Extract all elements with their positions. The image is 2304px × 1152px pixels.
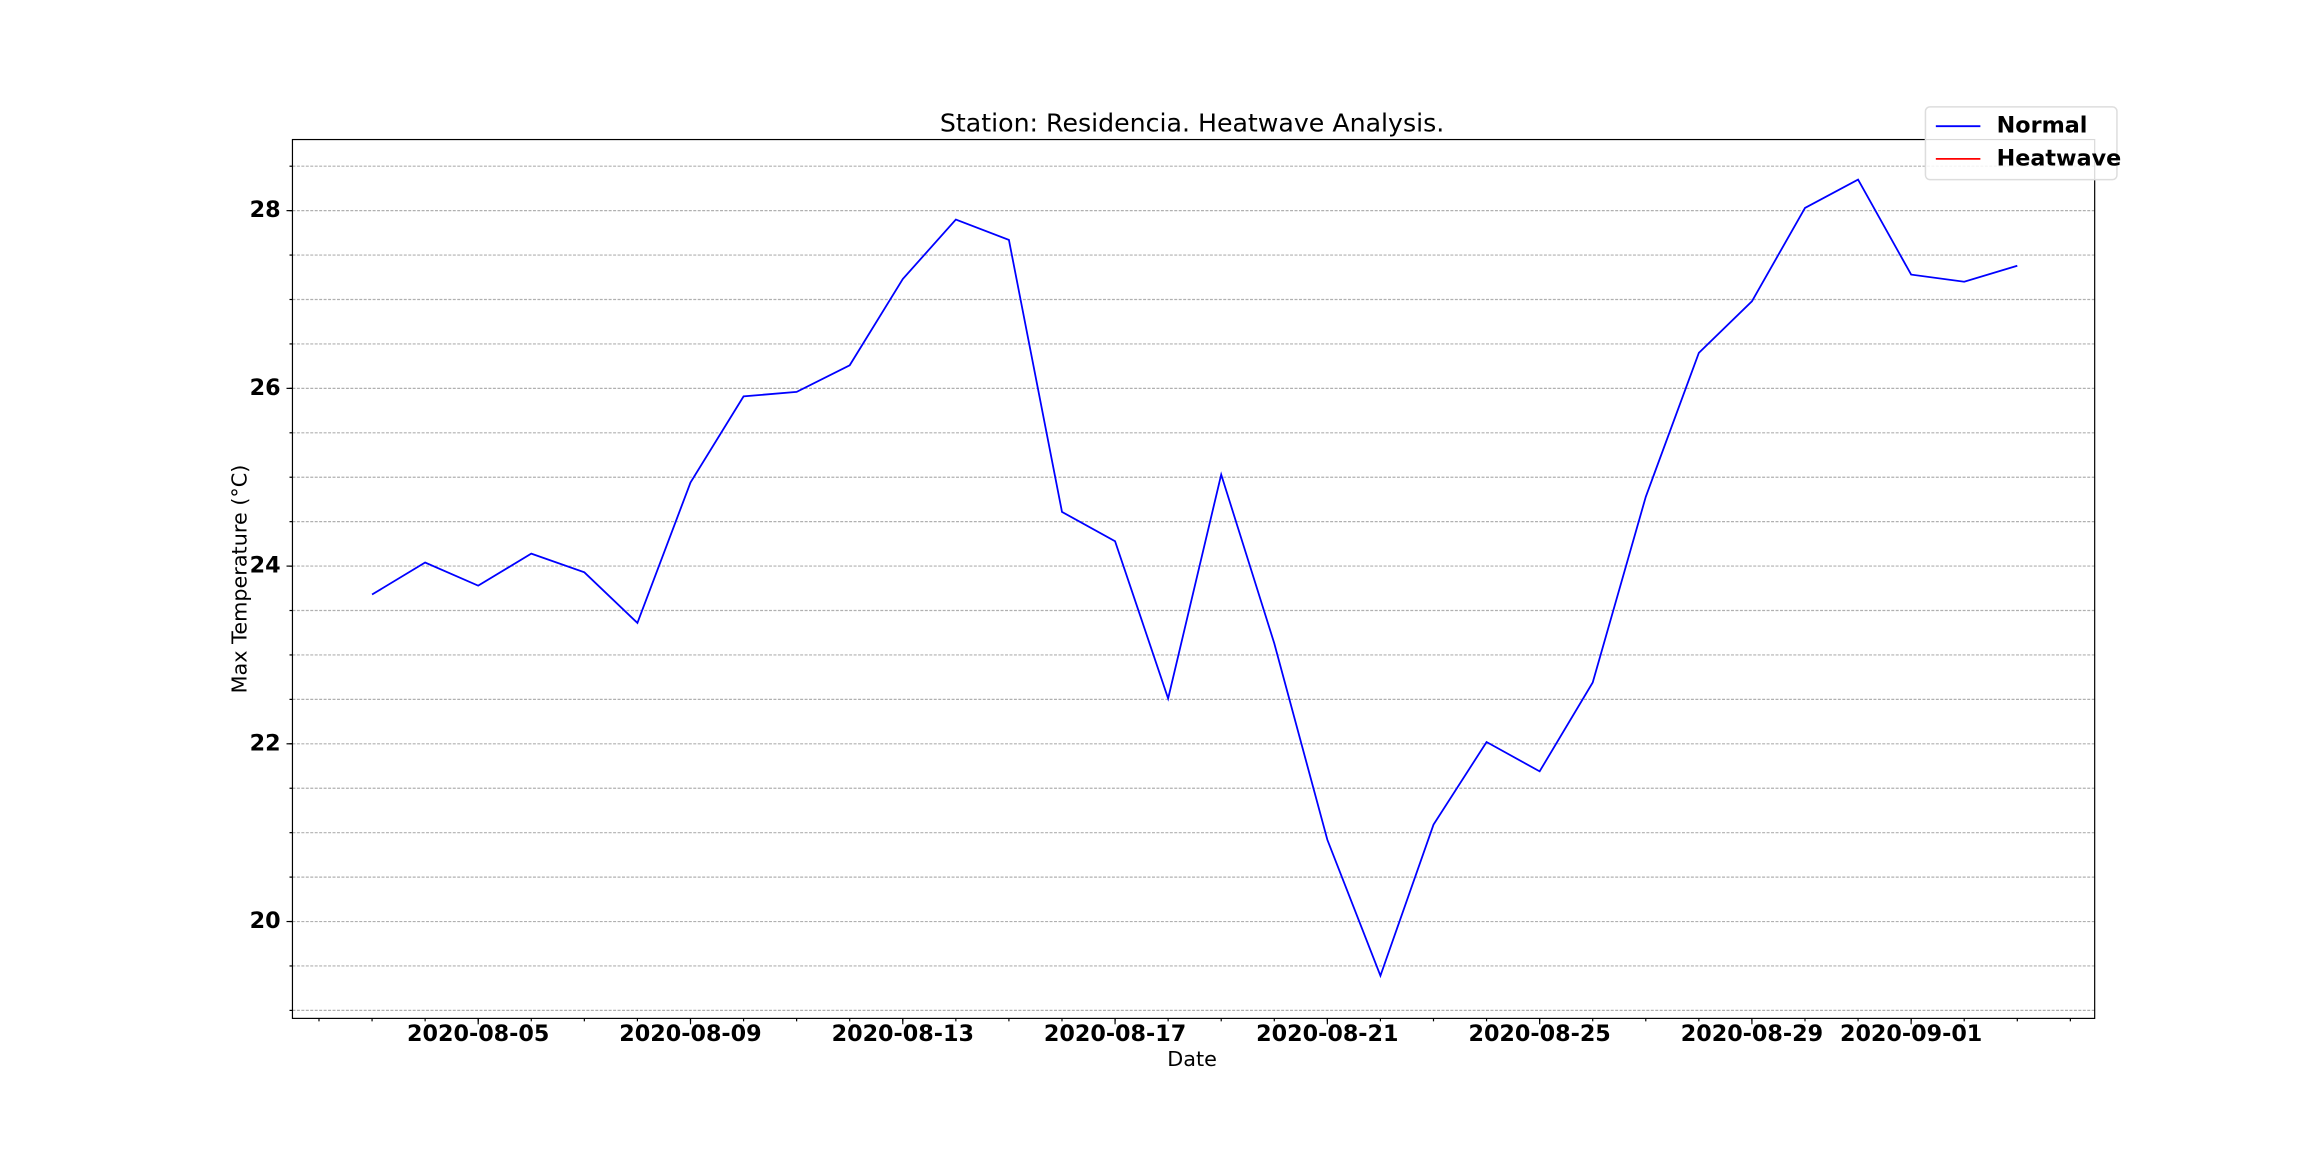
legend-box	[1924, 106, 2118, 181]
chart-title: Station: Residencia. Heatwave Analysis.	[940, 109, 1444, 138]
x-tick-label: 2020-08-13	[832, 1021, 974, 1047]
y-tick-label: 22	[250, 730, 281, 756]
x-tick-label: 2020-08-05	[407, 1021, 549, 1047]
x-tick-label: 2020-08-17	[1044, 1021, 1186, 1047]
legend: Normal Heatwave	[1924, 106, 2122, 181]
legend-label: Normal	[1997, 113, 2088, 139]
y-tick-label: 20	[250, 908, 281, 934]
x-tick-label: 2020-08-09	[619, 1021, 761, 1047]
y-axis-label: Max Temperature (°C)	[227, 465, 251, 694]
legend-label: Heatwave	[1997, 145, 2122, 171]
y-tick-label: 28	[250, 197, 281, 223]
data-line	[371, 178, 2018, 979]
x-tick-label: 2020-08-25	[1468, 1021, 1610, 1047]
y-tick-label: 26	[250, 375, 281, 401]
plot-frame	[291, 138, 2096, 1019]
x-tick-label: 2020-09-01	[1840, 1021, 1982, 1047]
x-axis-label: Date	[1167, 1047, 1217, 1071]
x-tick-label: 2020-08-21	[1256, 1021, 1398, 1047]
y-tick-label: 24	[250, 553, 281, 579]
x-tick-label: 2020-08-29	[1681, 1021, 1823, 1047]
